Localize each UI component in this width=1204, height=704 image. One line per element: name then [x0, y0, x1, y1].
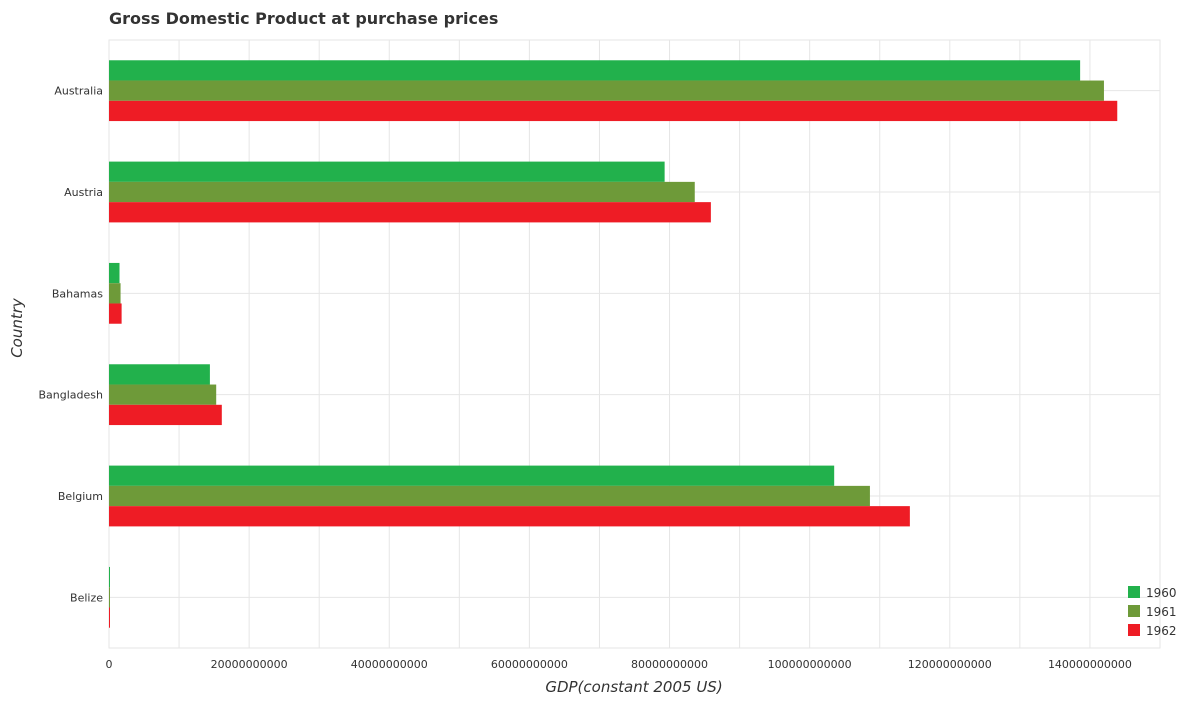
bar-1961-bangladesh: [109, 384, 217, 405]
y-tick-label: Austria: [64, 186, 103, 199]
legend-swatch-1962: [1128, 624, 1140, 636]
legend-label-1961: 1961: [1146, 605, 1177, 619]
grid-layer: [108, 39, 1161, 649]
x-tick-label: 20000000000: [211, 658, 288, 671]
bar-1961-belgium: [109, 485, 870, 507]
legend-label-1962: 1962: [1146, 624, 1177, 638]
bar-1962-belgium: [109, 506, 910, 527]
y-tick-label: Belgium: [58, 490, 103, 503]
x-tick-label: 60000000000: [491, 658, 568, 671]
legend-label-1960: 1960: [1146, 586, 1177, 600]
bars-layer: [109, 60, 1118, 628]
x-tick-labels: 0 20000000000 40000000000 60000000000 800000…: [106, 658, 1132, 671]
bar-1962-bangladesh: [109, 404, 222, 426]
chart-title: Gross Domestic Product at purchase price…: [109, 9, 498, 28]
y-tick-labels: Australia Austria Bahamas Bangladesh Belgium…: [39, 85, 104, 605]
y-tick-label: Bahamas: [52, 287, 103, 300]
bar-1960-australia: [109, 60, 1081, 81]
bar-1960-austria: [109, 161, 665, 182]
plot-frame: [108, 39, 1161, 649]
bar-1962-belize: [109, 607, 110, 628]
legend-swatch-1960: [1128, 586, 1140, 598]
y-axis-label: Country: [8, 297, 26, 358]
bar-1960-bangladesh: [109, 364, 210, 385]
bar-1961-austria: [109, 181, 695, 203]
x-tick-label: 0: [106, 658, 113, 671]
bar-1961-bahamas: [109, 283, 121, 304]
bar-1961-australia: [109, 80, 1104, 101]
bar-1960-bahamas: [109, 262, 120, 284]
legend: 1960 1961 1962: [1128, 586, 1177, 638]
x-tick-label: 80000000000: [631, 658, 708, 671]
y-tick-label: Australia: [54, 85, 103, 98]
x-axis-label: GDP(constant 2005 US): [545, 678, 722, 696]
bar-1962-austria: [109, 202, 711, 223]
bar-1961-belize: [109, 587, 110, 608]
x-tick-label: 120000000000: [908, 658, 992, 671]
bar-1960-belgium: [109, 465, 835, 486]
y-tick-label: Belize: [70, 591, 103, 604]
x-tick-label: 100000000000: [768, 658, 852, 671]
legend-swatch-1961: [1128, 605, 1140, 617]
bar-1960-belize: [109, 566, 110, 588]
bar-1962-australia: [109, 100, 1118, 122]
bar-1962-bahamas: [109, 303, 122, 324]
y-tick-label: Bangladesh: [39, 389, 104, 402]
x-tick-label: 140000000000: [1048, 658, 1132, 671]
x-tick-label: 40000000000: [351, 658, 428, 671]
